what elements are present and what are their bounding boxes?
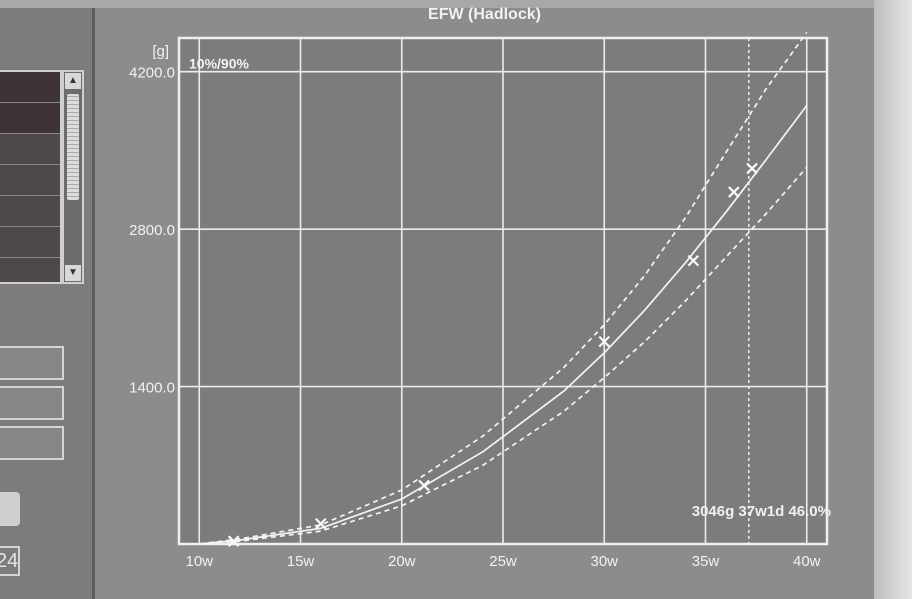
x-tick-label: 25w xyxy=(489,553,517,570)
p10-curve xyxy=(199,166,808,545)
chart-panel: 10w 15w 20w 25w 30w 35w 40w 1400.0 2800.0 4200.0 [… xyxy=(95,8,874,599)
scroll-down-arrow-icon[interactable]: ▼ xyxy=(65,265,81,281)
list-scrollbar[interactable]: ▲ ▼ xyxy=(62,70,84,284)
y-axis-unit: [g] xyxy=(152,43,169,60)
x-tick-label: 15w xyxy=(287,553,315,570)
percentile-label: 10%/90% xyxy=(189,56,249,72)
measurement-point xyxy=(314,517,327,530)
x-tick-label: 20w xyxy=(388,553,416,570)
y-tick-label: 2800.0 xyxy=(129,222,175,239)
chart-title: EFW (Hadlock) xyxy=(428,6,541,23)
x-tick-label: 30w xyxy=(590,553,618,570)
input-field[interactable] xyxy=(0,386,64,420)
measurement-point xyxy=(746,162,758,175)
list-item[interactable] xyxy=(0,103,60,134)
patient-list[interactable] xyxy=(0,70,62,284)
measurement-point xyxy=(687,254,700,267)
list-item[interactable] xyxy=(0,227,60,258)
measurement-point xyxy=(227,535,240,547)
input-field[interactable] xyxy=(0,426,64,460)
side-button[interactable] xyxy=(0,492,20,526)
y-tick-label: 1400.0 xyxy=(129,380,175,397)
input-field[interactable] xyxy=(0,346,64,380)
current-measurement-annotation: 3046g 37w1d 46.0% xyxy=(692,503,831,520)
measurement-point xyxy=(598,335,611,348)
x-tick-label: 10w xyxy=(185,553,213,570)
panel-divider xyxy=(92,8,95,599)
left-panel: ▲ ▼ 24 xyxy=(0,8,92,599)
scroll-thumb[interactable] xyxy=(67,94,79,200)
measurement-point xyxy=(418,479,430,492)
measurement-point xyxy=(728,186,740,198)
list-item[interactable] xyxy=(0,134,60,165)
value-field[interactable]: 24 xyxy=(0,546,20,576)
p90-curve xyxy=(199,31,808,545)
median-curve xyxy=(199,104,808,545)
list-item[interactable] xyxy=(0,165,60,196)
x-tick-label: 40w xyxy=(793,553,821,570)
x-tick-label: 35w xyxy=(692,553,720,570)
monitor-edge xyxy=(874,0,912,599)
list-item[interactable] xyxy=(0,72,60,103)
list-item[interactable] xyxy=(0,196,60,227)
y-tick-label: 4200.0 xyxy=(129,65,175,82)
scroll-up-arrow-icon[interactable]: ▲ xyxy=(65,73,81,89)
screen-bezel xyxy=(0,0,912,8)
efw-chart: 10w 15w 20w 25w 30w 35w 40w 1400.0 2800.0 4200.0 [… xyxy=(129,31,831,570)
